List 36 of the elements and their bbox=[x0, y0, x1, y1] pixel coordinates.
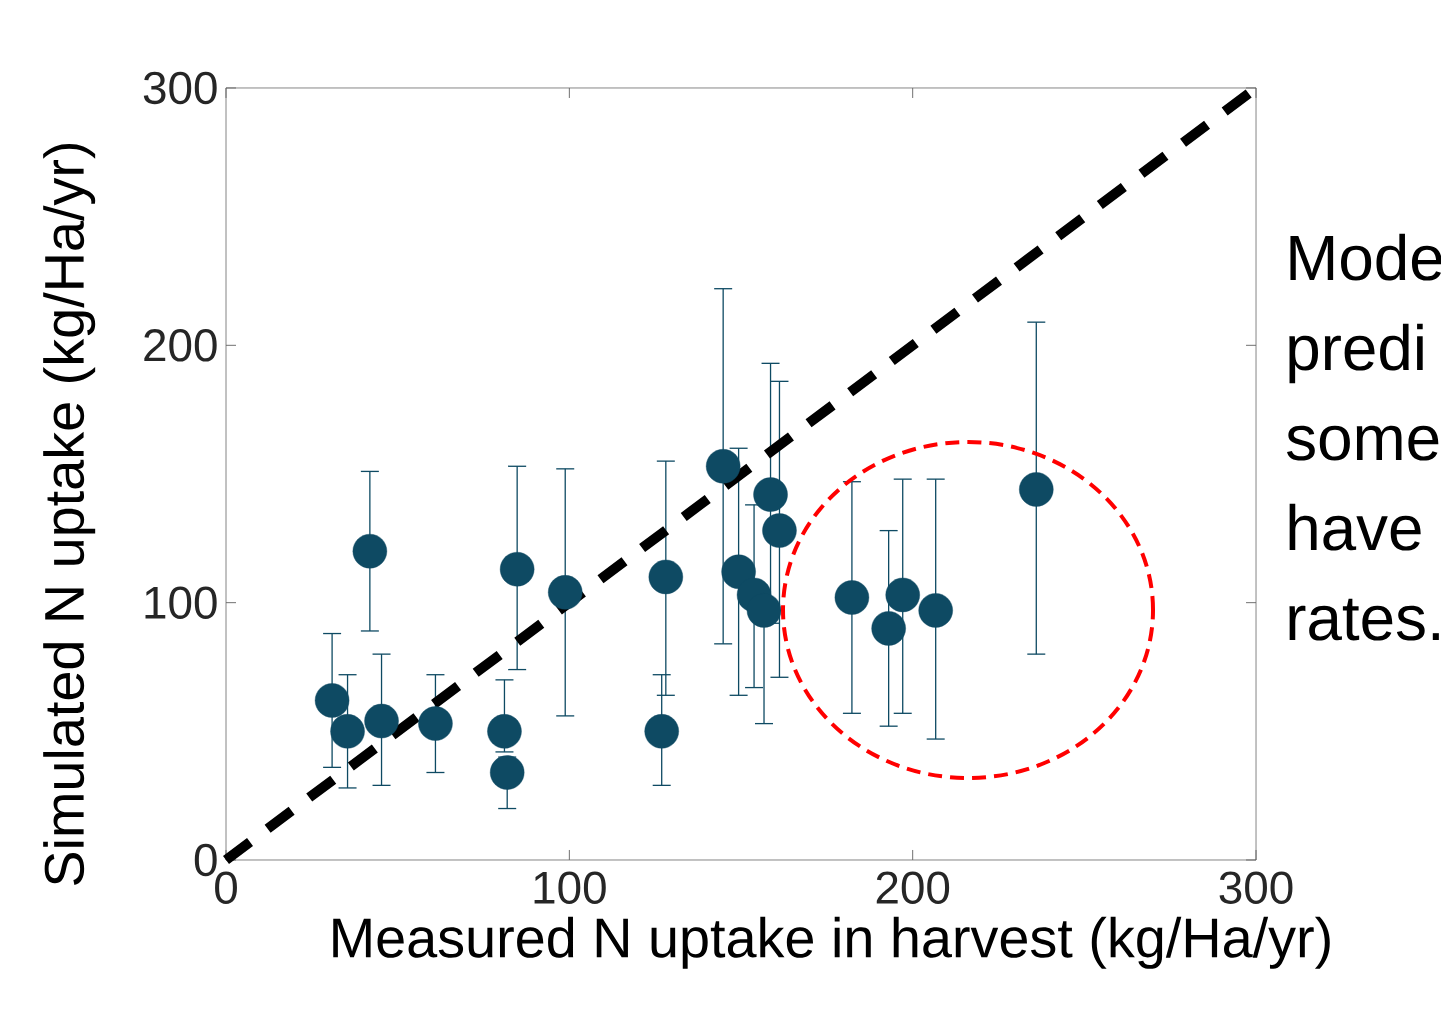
y-tick-label: 100 bbox=[145, 586, 217, 619]
x-tick-label: 100 bbox=[534, 871, 606, 904]
y-axis-title: Simulated N uptake (kg/Ha/yr) bbox=[43, 143, 96, 886]
point bbox=[499, 552, 535, 587]
point bbox=[721, 554, 756, 589]
point bbox=[644, 714, 679, 749]
point bbox=[314, 683, 350, 718]
y-tick-label: 300 bbox=[143, 71, 217, 105]
text: some bbox=[1287, 425, 1439, 461]
x-tick-label: 300 bbox=[1219, 871, 1293, 904]
point bbox=[834, 580, 870, 615]
point bbox=[548, 575, 583, 610]
text: have bbox=[1289, 503, 1421, 551]
x-tick-label: 0 bbox=[215, 871, 237, 904]
text: rates. bbox=[1289, 598, 1439, 641]
point bbox=[648, 559, 684, 595]
point bbox=[885, 577, 920, 613]
point bbox=[352, 533, 388, 569]
point bbox=[330, 714, 365, 749]
text: Mode bbox=[1290, 233, 1441, 281]
point bbox=[487, 714, 522, 749]
point bbox=[746, 593, 782, 628]
point bbox=[762, 513, 797, 548]
y-tick-label: 0 bbox=[194, 843, 217, 877]
point bbox=[871, 611, 906, 646]
point bbox=[753, 477, 788, 512]
point bbox=[418, 706, 453, 741]
point bbox=[705, 449, 741, 484]
point bbox=[1019, 472, 1054, 507]
text: predi bbox=[1289, 323, 1423, 384]
y-tick-label: 200 bbox=[144, 329, 217, 362]
point bbox=[918, 593, 953, 628]
point bbox=[364, 703, 399, 739]
point bbox=[490, 755, 525, 790]
x-axis-title: Measured N uptake in harvest (kg/Ha/yr) bbox=[333, 916, 1330, 969]
x-tick-label: 200 bbox=[876, 871, 950, 904]
